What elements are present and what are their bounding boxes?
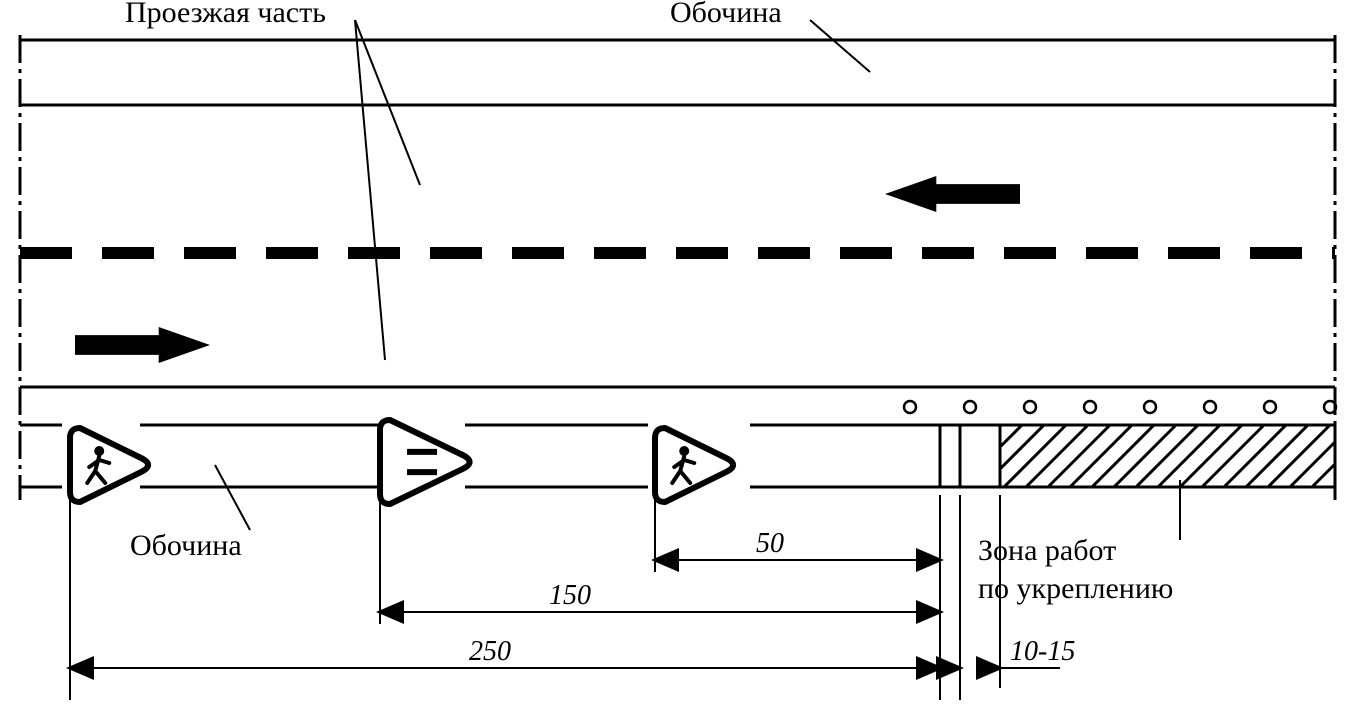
cone-icon <box>964 401 976 413</box>
shoulder-bottom-label: Обочина <box>130 529 242 562</box>
roadway-label: Проезжая часть <box>125 0 326 29</box>
dimension-label: 10-15 <box>1010 636 1075 667</box>
cone-icon <box>1264 401 1276 413</box>
cone-icon <box>1024 401 1036 413</box>
workzone-label-2: по укреплению <box>978 572 1173 605</box>
pedestrian-sign-icon <box>70 428 148 502</box>
cone-icon <box>904 401 916 413</box>
narrow-sign-icon <box>380 420 470 504</box>
road-diagram: Проезжая часть Обочина Обочина Зона работ по… <box>0 0 1346 707</box>
shoulder-top-label: Обочина <box>670 0 782 29</box>
cone-icon <box>1084 401 1096 413</box>
traffic-arrow-icon <box>885 176 1020 212</box>
traffic-arrow-icon <box>75 327 210 363</box>
pedestrian-sign-icon <box>655 428 733 502</box>
cone-icon <box>1144 401 1156 413</box>
workzone-label-1: Зона работ <box>978 534 1116 567</box>
cone-icon <box>1204 401 1216 413</box>
dimension-label: 250 <box>469 636 511 667</box>
dimension-label: 50 <box>756 528 784 559</box>
dimension-label: 150 <box>549 580 591 611</box>
